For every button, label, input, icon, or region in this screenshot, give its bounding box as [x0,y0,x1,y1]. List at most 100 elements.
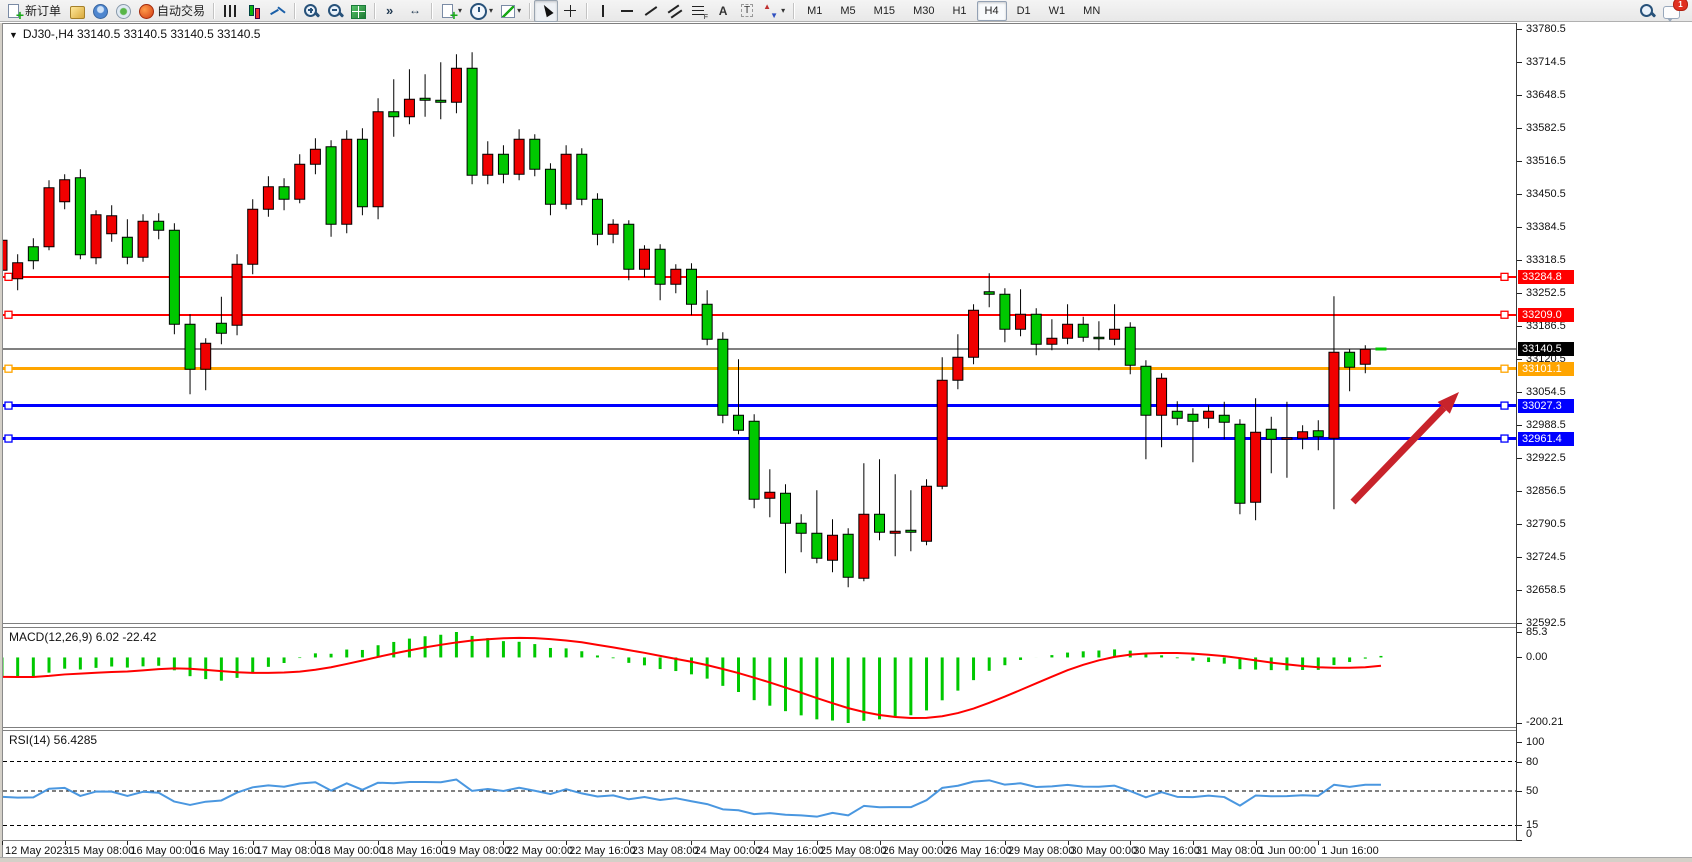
notifications-button[interactable]: 1 [1659,0,1688,22]
tile-windows-button[interactable] [347,0,370,22]
dropdown-arrow-icon[interactable]: ▼ [9,30,18,40]
caret-down-icon[interactable]: ▾ [517,6,522,15]
price-tick-label: 33252.5 [1526,287,1566,299]
channel-button[interactable] [663,0,687,22]
candlestick-chart[interactable] [3,24,1516,623]
signals-button[interactable] [112,0,135,22]
time-tick [879,841,881,845]
text-icon [715,3,731,19]
time-tick [2,841,3,845]
crosshair-button[interactable] [558,0,582,22]
time-tick-label: 16 May 00:00 [130,845,198,857]
time-tick [691,841,693,845]
community-button[interactable] [89,0,112,22]
auto-scroll-button[interactable] [379,0,403,22]
time-tick-label: 15 May 08:00 [67,845,135,857]
arrows-icon [763,2,779,20]
bar-chart-button[interactable] [218,0,242,22]
text-button[interactable] [711,0,735,22]
candles-series [3,52,1387,588]
price-tick [1517,590,1522,591]
gold-box-button[interactable] [65,0,89,22]
zoom-out-button[interactable] [323,0,347,22]
price-tick [1517,524,1522,525]
time-tick-label: 18 May 16:00 [381,845,448,857]
annotation-arrow-up[interactable] [1350,392,1459,505]
line-chart-icon [270,3,286,19]
template-button[interactable]: ▾ [497,0,525,22]
period-button[interactable]: ▾ [466,0,497,22]
timeframe-m5-button[interactable]: M5 [840,4,856,17]
toolbar-separator [374,2,376,19]
time-tick-label: 24 May 16:00 [757,845,824,857]
fibonacci-button[interactable] [687,0,711,22]
price-tick-label: 33186.5 [1526,320,1566,332]
rsi-panel[interactable] [3,731,1516,840]
notification-badge: 1 [1673,0,1688,11]
time-tick [252,841,254,845]
price-tick [1517,95,1522,96]
timeframe-h1-button[interactable]: H1 [952,4,967,17]
search-button[interactable] [1635,0,1659,22]
community-icon [93,3,109,19]
rsi-tick [1517,825,1522,827]
new-order-button[interactable]: 新订单 [2,0,65,23]
time-tick-label: 18 May 00:00 [318,845,386,857]
time-tick-label: 16 May 16:00 [193,845,260,857]
time-tick [315,841,317,845]
autotrade-button[interactable]: 自动交易 [135,0,209,22]
time-tick-label: 25 May 08:00 [819,845,887,857]
caret-down-icon[interactable]: ▾ [489,6,494,15]
time-tick [190,841,192,845]
caret-down-icon[interactable]: ▾ [781,6,786,15]
chart-shift-button[interactable] [403,0,427,22]
timeframe-mn-button[interactable]: MN [1083,4,1101,17]
trendline-button[interactable] [639,0,663,22]
label-button[interactable] [735,0,759,22]
price-tick-label: 33714.5 [1526,56,1566,68]
line-chart-button[interactable] [266,0,290,22]
fibonacci-icon [691,3,708,21]
arrows-button[interactable]: ▾ [759,0,789,22]
macd-panel[interactable] [3,628,1516,727]
candle-chart-button[interactable] [242,0,266,22]
timeframe-m30-button[interactable]: M30 [913,4,935,17]
timeframe-h4-button[interactable]: H4 [976,0,1007,21]
price-axis[interactable]: 33780.5 33714.5 33648.5 33582.5 33516.5 33450… [1516,23,1692,841]
time-tick [816,841,818,845]
rsi-axis-label: 0 [1526,828,1533,840]
timeframe-w1-button[interactable]: W1 [1048,4,1066,17]
panel-separator[interactable] [3,727,1516,728]
rsi-line [3,778,1381,818]
vline-button[interactable] [591,0,615,22]
time-axis[interactable]: 12 May 2023 15 May 08:00 16 May 00:00 16 Ma… [2,841,1516,857]
timeframe-d1-button[interactable]: D1 [1016,4,1031,17]
hline-button[interactable] [615,0,639,22]
caret-down-icon[interactable]: ▾ [458,6,463,15]
panel-separator[interactable] [3,730,1516,731]
cursor-button[interactable] [534,0,559,22]
tile-windows-icon [351,4,367,19]
price-tick [1517,491,1522,492]
cursor-icon [538,3,554,19]
price-tick-label: 33054.5 [1526,386,1566,398]
new-chart-button[interactable]: ▾ [436,0,466,23]
horizontal-line-33101.1[interactable] [3,364,1516,373]
horizontal-line-33209.0[interactable] [3,310,1516,319]
time-tick [566,841,568,845]
zoom-in-button[interactable] [299,0,323,22]
price-tick-label: 32658.5 [1526,584,1566,596]
price-badge-33209.0: 33209.0 [1518,307,1574,322]
panel-separator[interactable] [3,627,1516,628]
toolbar-separator [294,2,296,19]
timeframe-m1-button[interactable]: M1 [807,4,823,17]
timeframe-m15-button[interactable]: M15 [873,4,896,17]
horizontal-line-33284.8[interactable] [3,272,1516,282]
rsi-axis-label: 80 [1526,755,1539,768]
panel-separator[interactable] [3,623,1516,624]
horizontal-line-33027.3[interactable] [3,401,1516,410]
zoom-out-icon [327,3,343,19]
rsi-tick [1517,742,1522,743]
price-tick-label: 33384.5 [1526,221,1566,233]
